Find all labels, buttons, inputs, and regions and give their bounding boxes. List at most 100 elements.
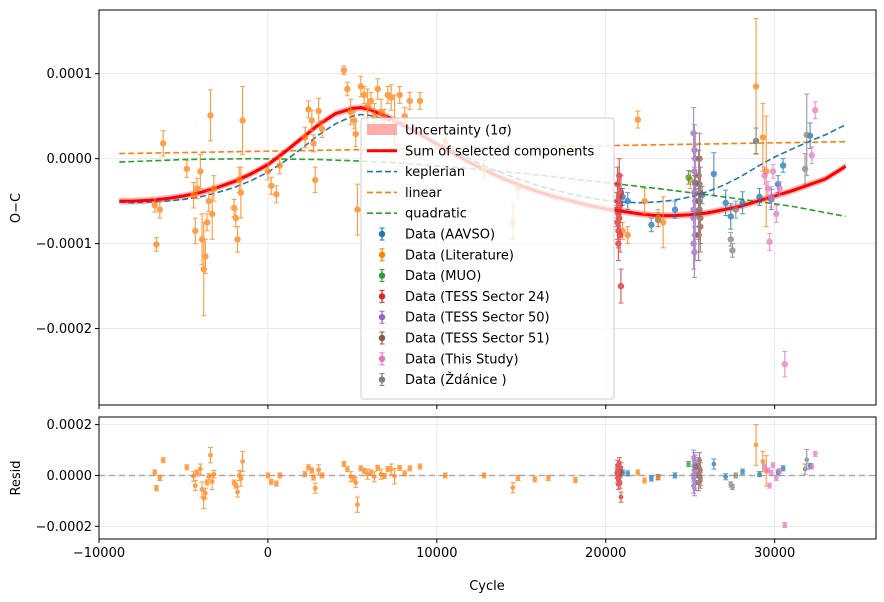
data-point <box>268 479 274 485</box>
legend-label: Data (Ždánice ) <box>405 372 507 388</box>
data-point <box>197 466 203 472</box>
legend-swatch <box>378 293 386 300</box>
data-point <box>727 236 734 243</box>
data-point <box>193 185 201 192</box>
data-point <box>624 231 631 239</box>
data-point <box>191 473 196 479</box>
data-point <box>205 197 212 205</box>
legend-label: Data (Literature) <box>405 248 514 263</box>
data-point <box>802 466 808 472</box>
data-point <box>659 219 667 226</box>
data-point <box>759 134 767 141</box>
data-point <box>481 473 487 478</box>
series-thisstudy <box>762 450 818 529</box>
data-point <box>416 97 424 105</box>
data-point <box>690 206 697 213</box>
x-tick-label: 20000 <box>585 546 626 561</box>
data-point <box>368 470 374 475</box>
data-point <box>614 219 621 226</box>
data-point <box>392 473 397 479</box>
data-point <box>396 91 403 99</box>
data-point <box>211 471 217 477</box>
residual-grid <box>98 417 876 539</box>
data-point <box>358 465 364 471</box>
data-point <box>801 165 809 173</box>
series-tess24 <box>614 457 624 503</box>
data-point <box>635 470 641 475</box>
legend-swatch <box>378 272 386 279</box>
residual-y-axis-label: Resid <box>9 460 24 495</box>
data-point <box>354 206 361 213</box>
data-point <box>340 67 348 74</box>
data-point <box>207 112 214 119</box>
data-point <box>234 236 241 243</box>
data-point <box>202 253 209 260</box>
data-point <box>690 240 697 247</box>
data-point <box>355 502 360 508</box>
data-point <box>760 459 766 464</box>
data-point <box>308 117 316 124</box>
data-point <box>691 146 698 154</box>
data-point <box>625 471 631 476</box>
y-tick-label: 0.0002 <box>47 418 93 433</box>
y-tick-label: 0.0001 <box>47 67 93 82</box>
data-point <box>648 221 655 229</box>
data-point <box>273 481 279 486</box>
data-point <box>803 131 810 139</box>
data-point <box>183 165 191 173</box>
data-point <box>685 174 692 181</box>
data-point <box>361 468 367 474</box>
data-point <box>711 461 717 467</box>
data-point <box>616 460 622 466</box>
oc-y-ticks: −0.0002 −0.0001 0.0000 0.0001 <box>36 67 99 337</box>
data-point <box>208 210 216 218</box>
data-point <box>352 130 359 138</box>
data-point <box>692 485 697 491</box>
data-point <box>208 452 213 458</box>
data-point <box>781 361 788 368</box>
data-point <box>344 466 350 472</box>
data-point <box>152 470 158 475</box>
data-point <box>777 468 783 474</box>
data-point <box>672 473 678 478</box>
data-point <box>768 193 775 201</box>
data-point <box>812 451 818 457</box>
data-point <box>811 107 819 114</box>
y-tick-label: −0.0001 <box>36 237 92 252</box>
data-point <box>691 471 696 477</box>
legend-label: Uncertainty (1σ) <box>405 124 512 139</box>
legend-swatch <box>378 355 386 362</box>
residual-panel: −0.0002 0.0000 0.0002 −10000 0 10000 20000 300… <box>9 416 877 594</box>
data-point <box>809 464 815 469</box>
legend-label: linear <box>405 186 442 201</box>
data-point <box>515 475 521 481</box>
data-point <box>654 214 662 222</box>
legend-label: quadratic <box>405 207 467 222</box>
legend-label: Data (MUO) <box>405 269 481 284</box>
y-tick-label: 0.0000 <box>47 152 93 167</box>
data-point <box>311 475 316 480</box>
data-point <box>206 474 212 480</box>
x-tick-label: 10000 <box>416 546 457 561</box>
y-tick-label: 0.0000 <box>47 469 93 484</box>
data-point <box>192 227 199 235</box>
data-point <box>371 474 377 480</box>
data-point <box>773 210 780 218</box>
residual-data-points <box>152 424 818 529</box>
data-point <box>442 473 448 478</box>
data-point <box>764 185 772 192</box>
y-tick-label: −0.0002 <box>36 520 92 535</box>
residual-axes-frame <box>98 416 877 540</box>
series-thisstudy <box>761 101 819 378</box>
legend-label: Data (TESS Sector 51) <box>405 332 550 347</box>
data-point <box>739 199 746 207</box>
data-point <box>613 206 620 213</box>
data-point <box>686 461 691 467</box>
residual-x-ticks: −10000 0 10000 20000 30000 <box>73 539 795 561</box>
data-point <box>642 478 647 483</box>
data-point <box>618 494 624 500</box>
data-point <box>397 465 403 471</box>
legend-swatch <box>378 376 386 383</box>
data-point <box>151 202 158 209</box>
